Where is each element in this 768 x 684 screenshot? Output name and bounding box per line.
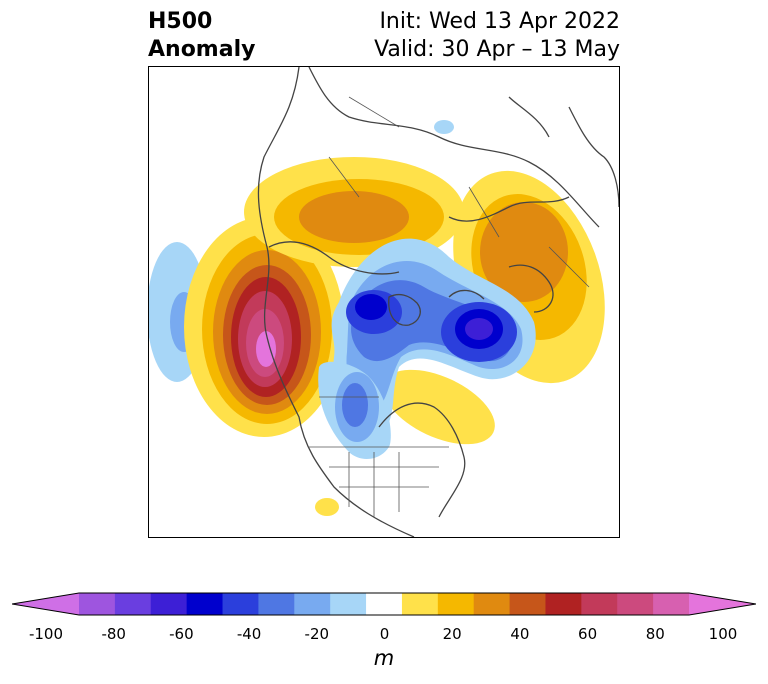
valid-period: Valid: 30 Apr – 13 May (374, 37, 620, 62)
colorbar-segment (150, 593, 188, 615)
colorbar-segment (617, 593, 654, 615)
colorbar-segment (473, 593, 511, 615)
colorbar-segment (294, 593, 331, 615)
colorbar-segment (581, 593, 618, 615)
colorbar-segment (653, 593, 690, 615)
coastlines (257, 67, 619, 537)
colorbar-segment (258, 593, 295, 615)
map-title: H500 Anomaly (148, 8, 255, 64)
colorbar-tick-label: 20 (442, 625, 462, 643)
anomaly-canada-negative (318, 361, 391, 459)
colorbar-segment (437, 593, 475, 615)
init-time: Init: Wed 13 Apr 2022 (379, 9, 620, 34)
colorbar-segment (545, 593, 582, 615)
colorbar-tick-label: -100 (28, 625, 64, 643)
anomaly-nw-america-positive (184, 217, 344, 437)
colorbar-segment (114, 593, 152, 615)
anomaly-map (149, 67, 619, 537)
colorbar-segment (401, 593, 439, 615)
title-line-1: H500 (148, 9, 213, 34)
anomaly-small-negative (434, 120, 454, 134)
colorbar-segment (330, 593, 367, 615)
anomaly-small-positive (315, 498, 339, 516)
colorbar-tick-label: 40 (510, 625, 530, 643)
units-label: m (373, 646, 395, 670)
run-info: Init: Wed 13 Apr 2022 Valid: 30 Apr – 13… (374, 8, 620, 64)
colorbar-tick-label: -40 (236, 625, 262, 643)
colorbar-segment (222, 593, 259, 615)
colorbar-segment (366, 593, 403, 615)
colorbar (12, 592, 756, 616)
anomaly-polar-negative (331, 238, 536, 439)
colorbar-tick-label: 0 (379, 625, 390, 643)
colorbar-tick-label: -20 (304, 625, 330, 643)
colorbar-extend-max (689, 593, 756, 615)
anomaly-labrador-positive (383, 369, 495, 445)
colorbar-tick-label: -60 (169, 625, 194, 643)
colorbar-segment (509, 593, 546, 615)
political-borders (309, 96, 590, 517)
map-panel (148, 66, 620, 538)
colorbar-segment (186, 593, 224, 615)
colorbar-extend-min (12, 593, 79, 615)
title-line-2: Anomaly (148, 37, 256, 62)
colorbar-tick-label: 80 (645, 625, 665, 643)
colorbar-tick-label: 60 (578, 625, 598, 643)
colorbar-tick-label: 100 (708, 625, 738, 643)
colorbar-tick-label: -80 (101, 625, 126, 643)
colorbar-segment (79, 593, 116, 615)
